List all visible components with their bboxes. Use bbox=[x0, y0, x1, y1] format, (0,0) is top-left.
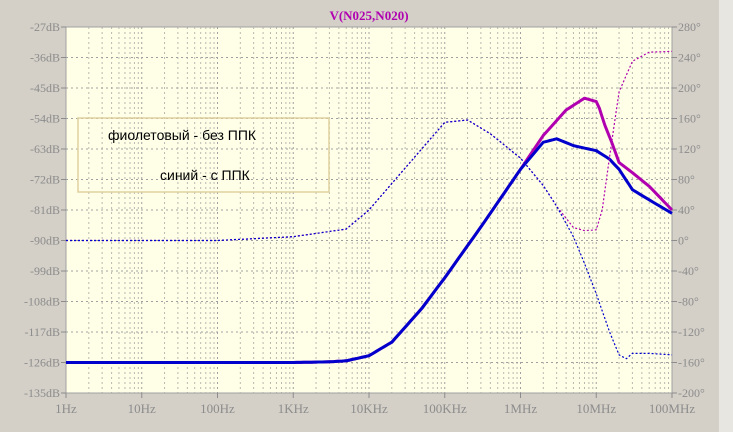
x-tick-label: 1KHz bbox=[278, 401, 309, 416]
y-tick-label: -54dB bbox=[30, 112, 60, 126]
y2-tick-label: 120° bbox=[678, 142, 701, 156]
y-tick-label: -63dB bbox=[30, 142, 60, 156]
y-tick-label: -72dB bbox=[30, 173, 60, 187]
series-group bbox=[66, 50, 674, 364]
y2-tick-label: -200° bbox=[678, 386, 705, 400]
y-tick-label: -45dB bbox=[30, 81, 60, 95]
scrollbar-track[interactable] bbox=[719, 0, 733, 432]
axes: -27dB -36dB -45dB -54dB -63dB -72dB -81dB -90dB… bbox=[24, 20, 705, 416]
y2-tick-label: 280° bbox=[678, 20, 701, 34]
y2-tick-label: -80° bbox=[678, 295, 699, 309]
x-tick-label: 100MHz bbox=[649, 401, 695, 416]
chart-title: V(N025,N020) bbox=[329, 8, 408, 23]
y-tick-label: -81dB bbox=[30, 203, 60, 217]
y2-tick-label: 0° bbox=[678, 234, 689, 248]
x-tick-label: 1MHz bbox=[504, 401, 537, 416]
x-tick-label: 1Hz bbox=[55, 401, 77, 416]
y2-tick-label: 40° bbox=[678, 203, 695, 217]
phase-blue-series bbox=[66, 119, 673, 360]
y-tick-label: -135dB bbox=[24, 386, 60, 400]
y-tick-label: -126dB bbox=[24, 356, 60, 370]
y-tick-label: -36dB bbox=[30, 51, 60, 65]
x-tick-label: 100Hz bbox=[200, 401, 235, 416]
y2-tick-label: -120° bbox=[678, 325, 705, 339]
x-tick-label: 10Hz bbox=[128, 401, 156, 416]
y-tick-label: -90dB bbox=[30, 234, 60, 248]
x-tick-label: 100KHz bbox=[423, 401, 467, 416]
magnitude-blue-series bbox=[66, 137, 673, 364]
y2-tick-label: -40° bbox=[678, 264, 699, 278]
y2-tick-label: 240° bbox=[678, 51, 701, 65]
y-tick-label: -99dB bbox=[30, 264, 60, 278]
y2-tick-label: 80° bbox=[678, 173, 695, 187]
annotation-with-ppk: синий - с ППК bbox=[160, 167, 251, 183]
legend-box bbox=[77, 117, 330, 193]
x-tick-label: 10KHz bbox=[350, 401, 388, 416]
y-tick-label: -117dB bbox=[24, 325, 60, 339]
y2-tick-label: 200° bbox=[678, 81, 701, 95]
annotation-no-ppk: фиолетовый - без ППК bbox=[108, 127, 257, 143]
y2-tick-label: 160° bbox=[678, 112, 701, 126]
y-tick-label: -108dB bbox=[24, 295, 60, 309]
x-tick-label: 10MHz bbox=[576, 401, 616, 416]
y-tick-label: -27dB bbox=[30, 20, 60, 34]
y2-tick-label: -160° bbox=[678, 356, 705, 370]
